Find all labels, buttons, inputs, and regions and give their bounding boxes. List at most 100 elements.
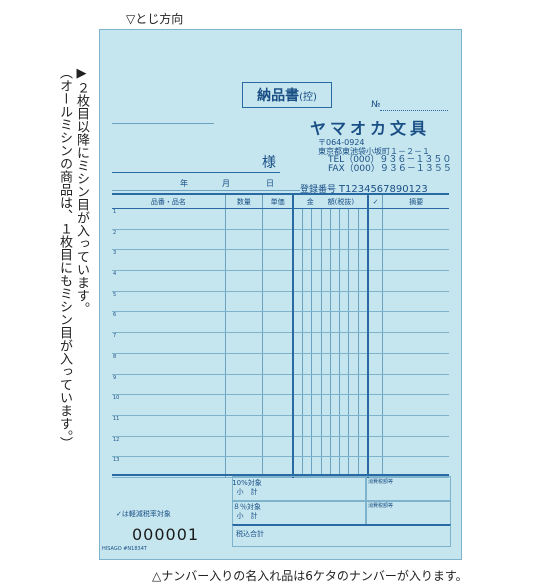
table-cell [302, 291, 313, 313]
date-day: 日 [266, 179, 274, 188]
ten-subtotal: 小 計 [236, 488, 258, 496]
address-line: 東京都東池袋小坂町１－２－１ [318, 147, 430, 156]
table-cell [321, 332, 331, 354]
row-number: 8 [112, 353, 226, 375]
title-text: 納品書 [257, 88, 300, 104]
table-cell [339, 208, 350, 230]
table-cell [225, 394, 263, 416]
table-cell [321, 436, 331, 458]
table-cell [330, 208, 341, 230]
table-cell [311, 353, 322, 375]
row-number: 2 [112, 229, 226, 251]
perforation-note: ▶２枚目以降にミシン目が入っています。 [74, 66, 89, 315]
table-cell [358, 436, 369, 458]
ten-percent-box [232, 476, 367, 502]
table-cell [367, 208, 384, 230]
table-cell [330, 291, 341, 313]
table-cell [348, 311, 359, 334]
table-cell [330, 394, 341, 416]
tax-ten-label: 消費税額等 [368, 479, 394, 485]
table-cell [348, 415, 359, 437]
table-cell [321, 249, 331, 272]
numbering-note: △ナンバー入りの名入れ品は6ケタのナンバーが入ります。 [152, 569, 468, 583]
table-cell [225, 436, 263, 458]
table-cell [225, 291, 263, 313]
table-row: 5 [112, 291, 449, 313]
table-cell [311, 229, 322, 251]
table-cell [302, 332, 313, 354]
table-cell [367, 270, 384, 292]
table-cell [330, 374, 341, 396]
table-cell [262, 208, 295, 230]
table-cell [367, 332, 384, 354]
table-cell [302, 353, 313, 375]
tel-line: TEL（000）９３６－１３５０ [328, 155, 452, 165]
ten-target: 10%対象 [232, 479, 262, 487]
table-cell [225, 332, 263, 354]
table-cell [367, 291, 384, 313]
table-cell [339, 353, 350, 375]
table-cell [367, 394, 384, 416]
table-cell [311, 291, 322, 313]
col-note: 摘要 [382, 193, 449, 209]
table-cell [382, 229, 449, 251]
row-number: 3 [112, 249, 226, 272]
summary-section: 10%対象 小 計 ８％対象 小 計 消費税額等 消費税額等 ✓は軽減税率対象 … [112, 474, 451, 547]
table-cell [311, 394, 322, 416]
table-cell [348, 332, 359, 354]
table-cell [330, 229, 341, 251]
title-suffix: (控) [299, 91, 317, 103]
table-cell [293, 311, 304, 334]
table-cell [321, 374, 331, 396]
table-cell [330, 415, 341, 437]
table-cell [311, 311, 322, 334]
table-cell [293, 436, 304, 458]
table-cell [339, 249, 350, 272]
table-cell [382, 332, 449, 354]
table-cell [382, 291, 449, 313]
table-cell [262, 415, 295, 437]
table-cell [293, 353, 304, 375]
table-cell [262, 249, 295, 272]
table-cell [225, 353, 263, 375]
table-cell [339, 394, 350, 416]
table-cell [302, 270, 313, 292]
row-number: 7 [112, 332, 226, 354]
table-cell [225, 208, 263, 230]
number-line [380, 110, 448, 111]
table-cell [225, 270, 263, 292]
number-label: № [371, 100, 381, 110]
table-row: 8 [112, 353, 449, 375]
table-cell [330, 353, 341, 375]
row-number: 5 [112, 291, 226, 313]
table-cell [330, 270, 341, 292]
table-cell [262, 353, 295, 375]
table-cell [321, 311, 331, 334]
table-cell [262, 229, 295, 251]
table-row: 4 [112, 270, 449, 292]
table-cell [367, 229, 384, 251]
table-cell [382, 249, 449, 272]
table-cell [358, 229, 369, 251]
table-cell [302, 374, 313, 396]
table-cell [358, 270, 369, 292]
table-cell [339, 436, 350, 458]
table-row: 2 [112, 229, 449, 251]
table-cell [339, 291, 350, 313]
table-cell [225, 374, 263, 396]
table-cell [358, 332, 369, 354]
table-cell [311, 249, 322, 272]
table-cell [262, 374, 295, 396]
table-cell [293, 229, 304, 251]
table-row: 7 [112, 332, 449, 354]
table-cell [293, 332, 304, 354]
table-cell [358, 311, 369, 334]
date-year: 年 [180, 179, 188, 188]
table-cell [302, 311, 313, 334]
registration: 登録番号 T1234567890123 [300, 182, 428, 195]
table-cell [225, 415, 263, 437]
brand-mark: HISAGO #N1834T [102, 546, 147, 552]
eight-subtotal: 小 計 [236, 512, 258, 520]
col-price: 単価 [262, 193, 295, 209]
table-cell [302, 415, 313, 437]
